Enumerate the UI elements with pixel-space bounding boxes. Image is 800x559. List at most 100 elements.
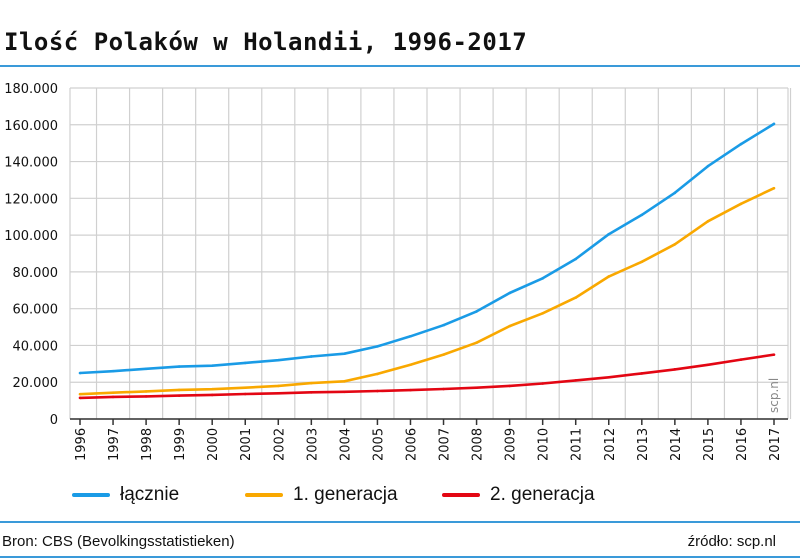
data-point bbox=[640, 260, 644, 264]
x-tick-label: 2016 bbox=[735, 428, 750, 461]
data-point bbox=[574, 379, 578, 382]
data-point bbox=[607, 375, 611, 379]
x-tick-label: 2007 bbox=[438, 428, 453, 461]
data-point bbox=[673, 243, 677, 246]
watermark: scp.nl bbox=[767, 378, 781, 413]
y-tick-label: 180.000 bbox=[4, 82, 58, 97]
y-tick-label: 140.000 bbox=[4, 156, 58, 171]
legend-item-gen2: 2. generacja bbox=[442, 484, 595, 506]
data-point bbox=[310, 355, 313, 358]
data-point bbox=[144, 367, 148, 371]
x-tick-label: 2010 bbox=[537, 428, 552, 461]
data-point bbox=[508, 324, 511, 328]
data-point bbox=[772, 186, 776, 190]
data-point bbox=[739, 202, 743, 206]
data-point bbox=[442, 353, 445, 356]
data-point bbox=[111, 369, 115, 373]
x-tick-label: 2009 bbox=[504, 428, 519, 461]
data-point bbox=[310, 391, 313, 394]
y-tick-label: 60.000 bbox=[13, 303, 59, 318]
data-point bbox=[243, 386, 247, 390]
x-tick-label: 2017 bbox=[768, 428, 783, 461]
data-point bbox=[739, 358, 743, 361]
legend-swatch bbox=[442, 493, 480, 497]
x-tick-label: 2001 bbox=[239, 428, 254, 461]
x-tick-label: 2003 bbox=[305, 428, 320, 461]
data-point bbox=[343, 352, 346, 356]
data-point bbox=[78, 396, 82, 400]
series-line-3 bbox=[79, 353, 775, 400]
data-point bbox=[739, 142, 743, 146]
x-tick-label: 2008 bbox=[471, 428, 486, 461]
data-point bbox=[409, 363, 412, 367]
data-point bbox=[276, 384, 280, 388]
legend-item-gen1: 1. generacja bbox=[245, 484, 398, 506]
data-point bbox=[376, 389, 379, 393]
data-point bbox=[177, 388, 181, 392]
source-note: Bron: CBS (Bevolkingsstatistieken) bbox=[2, 533, 235, 550]
data-point bbox=[177, 394, 181, 397]
data-point bbox=[343, 390, 346, 394]
y-tick-label: 120.000 bbox=[4, 192, 58, 207]
data-point bbox=[376, 345, 379, 348]
data-point bbox=[243, 392, 247, 396]
data-point bbox=[111, 391, 115, 395]
x-tick-label: 2004 bbox=[338, 428, 353, 461]
data-point bbox=[409, 388, 412, 392]
data-point bbox=[210, 364, 214, 367]
x-tick-label: 2015 bbox=[702, 428, 717, 461]
x-tick-label: 1996 bbox=[74, 428, 89, 461]
data-point bbox=[144, 395, 148, 398]
x-tick-label: 1998 bbox=[140, 428, 155, 461]
data-point bbox=[210, 387, 214, 391]
data-point bbox=[343, 380, 346, 383]
data-point bbox=[673, 191, 677, 195]
y-tick-label: 100.000 bbox=[4, 229, 58, 244]
data-point bbox=[177, 365, 181, 368]
data-point bbox=[144, 390, 148, 393]
data-point bbox=[442, 323, 445, 327]
x-tick-label: 2013 bbox=[636, 428, 651, 461]
data-point bbox=[475, 341, 478, 344]
x-tick-label: 1999 bbox=[173, 428, 188, 461]
x-tick-label: 1997 bbox=[107, 428, 122, 461]
line-chart: 0 20.000 40.000 60.000 80.000 100.000 120.000 1… bbox=[4, 82, 792, 461]
data-point bbox=[442, 387, 445, 391]
data-point bbox=[772, 122, 776, 126]
data-point bbox=[508, 291, 511, 295]
data-point bbox=[706, 164, 710, 168]
footer-divider bbox=[0, 521, 800, 523]
data-point bbox=[541, 277, 544, 280]
y-tick-label: 0 bbox=[50, 413, 58, 428]
data-point bbox=[607, 232, 611, 236]
data-point bbox=[706, 363, 710, 367]
chart-title: Ilość Polaków w Holandii, 1996-2017 bbox=[4, 28, 528, 56]
x-tick-label: 2005 bbox=[371, 428, 386, 461]
data-point bbox=[475, 386, 478, 390]
y-tick-label: 20.000 bbox=[13, 376, 59, 391]
series-line-1 bbox=[79, 122, 775, 375]
legend-swatch bbox=[245, 493, 283, 497]
data-point bbox=[541, 311, 544, 315]
legend-label: łącznie bbox=[120, 484, 180, 505]
series-line-2 bbox=[79, 187, 775, 396]
data-point bbox=[673, 368, 677, 371]
credit-note: źródło: scp.nl bbox=[687, 533, 776, 550]
x-tick-label: 2000 bbox=[206, 428, 221, 461]
data-point bbox=[772, 353, 776, 356]
data-point bbox=[276, 358, 280, 362]
y-tick-label: 40.000 bbox=[13, 339, 59, 354]
data-point bbox=[574, 257, 578, 261]
data-point bbox=[243, 361, 247, 365]
legend-label: 1. generacja bbox=[293, 484, 398, 505]
legend-item-total: łącznie bbox=[72, 484, 179, 506]
legend-label: 2. generacja bbox=[490, 484, 595, 505]
data-point bbox=[111, 395, 115, 399]
data-point bbox=[210, 393, 214, 397]
data-point bbox=[640, 213, 644, 217]
data-point bbox=[607, 275, 611, 278]
data-point bbox=[508, 384, 511, 388]
y-tick-label: 160.000 bbox=[4, 119, 58, 134]
data-point bbox=[541, 382, 544, 385]
data-point bbox=[376, 372, 379, 376]
